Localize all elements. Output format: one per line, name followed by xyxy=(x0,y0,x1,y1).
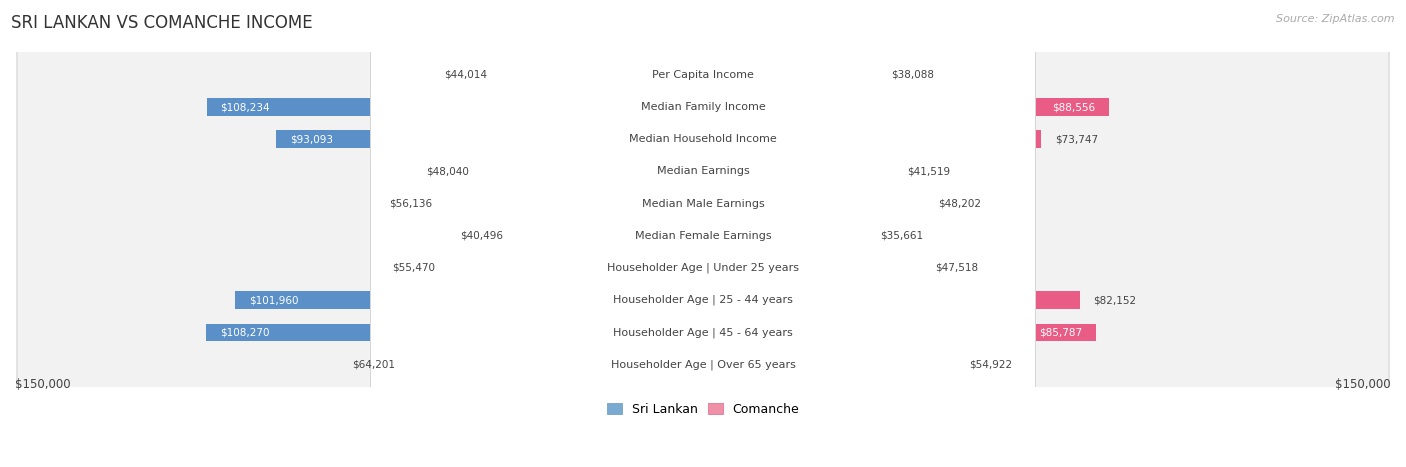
Text: Median Female Earnings: Median Female Earnings xyxy=(634,231,772,241)
FancyBboxPatch shape xyxy=(703,195,924,212)
FancyBboxPatch shape xyxy=(17,0,1389,467)
FancyBboxPatch shape xyxy=(703,259,921,277)
Text: Householder Age | 45 - 64 years: Householder Age | 45 - 64 years xyxy=(613,327,793,338)
Text: $48,202: $48,202 xyxy=(938,198,981,209)
FancyBboxPatch shape xyxy=(703,66,877,84)
FancyBboxPatch shape xyxy=(703,163,893,180)
Text: $40,496: $40,496 xyxy=(461,231,503,241)
FancyBboxPatch shape xyxy=(370,0,1036,467)
FancyBboxPatch shape xyxy=(703,324,1097,341)
FancyBboxPatch shape xyxy=(370,0,1036,467)
Text: $64,201: $64,201 xyxy=(352,360,395,369)
FancyBboxPatch shape xyxy=(370,0,1036,467)
FancyBboxPatch shape xyxy=(370,0,1036,467)
Text: $88,556: $88,556 xyxy=(1052,102,1095,112)
Text: Householder Age | 25 - 44 years: Householder Age | 25 - 44 years xyxy=(613,295,793,305)
Text: Median Male Earnings: Median Male Earnings xyxy=(641,198,765,209)
Text: $108,234: $108,234 xyxy=(221,102,270,112)
FancyBboxPatch shape xyxy=(17,0,1389,467)
FancyBboxPatch shape xyxy=(703,227,866,245)
Text: Per Capita Income: Per Capita Income xyxy=(652,70,754,80)
Text: $101,960: $101,960 xyxy=(249,295,298,305)
Text: Source: ZipAtlas.com: Source: ZipAtlas.com xyxy=(1277,14,1395,24)
FancyBboxPatch shape xyxy=(17,0,1389,467)
Text: $85,787: $85,787 xyxy=(1039,327,1083,337)
FancyBboxPatch shape xyxy=(207,98,703,116)
FancyBboxPatch shape xyxy=(703,356,955,374)
Text: $150,000: $150,000 xyxy=(1336,378,1391,391)
FancyBboxPatch shape xyxy=(370,0,1036,467)
FancyBboxPatch shape xyxy=(449,259,703,277)
Text: $54,922: $54,922 xyxy=(969,360,1012,369)
FancyBboxPatch shape xyxy=(370,0,1036,467)
Text: Householder Age | Under 25 years: Householder Age | Under 25 years xyxy=(607,263,799,273)
FancyBboxPatch shape xyxy=(409,356,703,374)
FancyBboxPatch shape xyxy=(370,0,1036,467)
Text: $35,661: $35,661 xyxy=(880,231,924,241)
Text: $56,136: $56,136 xyxy=(388,198,432,209)
Legend: Sri Lankan, Comanche: Sri Lankan, Comanche xyxy=(602,398,804,421)
Text: $108,270: $108,270 xyxy=(221,327,270,337)
FancyBboxPatch shape xyxy=(370,0,1036,467)
Text: Householder Age | Over 65 years: Householder Age | Over 65 years xyxy=(610,359,796,370)
Text: $44,014: $44,014 xyxy=(444,70,488,80)
FancyBboxPatch shape xyxy=(501,66,703,84)
FancyBboxPatch shape xyxy=(17,0,1389,467)
FancyBboxPatch shape xyxy=(446,195,703,212)
Text: $73,747: $73,747 xyxy=(1054,134,1098,144)
FancyBboxPatch shape xyxy=(370,0,1036,467)
FancyBboxPatch shape xyxy=(703,98,1109,116)
Text: Median Household Income: Median Household Income xyxy=(628,134,778,144)
Text: $47,518: $47,518 xyxy=(935,263,977,273)
FancyBboxPatch shape xyxy=(482,163,703,180)
Text: $93,093: $93,093 xyxy=(290,134,333,144)
Text: Median Earnings: Median Earnings xyxy=(657,166,749,177)
FancyBboxPatch shape xyxy=(276,130,703,148)
FancyBboxPatch shape xyxy=(17,0,1389,467)
FancyBboxPatch shape xyxy=(517,227,703,245)
Text: $55,470: $55,470 xyxy=(392,263,434,273)
Text: SRI LANKAN VS COMANCHE INCOME: SRI LANKAN VS COMANCHE INCOME xyxy=(11,14,314,32)
Text: $82,152: $82,152 xyxy=(1094,295,1136,305)
FancyBboxPatch shape xyxy=(703,291,1080,309)
FancyBboxPatch shape xyxy=(235,291,703,309)
Text: $38,088: $38,088 xyxy=(891,70,935,80)
FancyBboxPatch shape xyxy=(207,324,703,341)
Text: $41,519: $41,519 xyxy=(907,166,950,177)
Text: $48,040: $48,040 xyxy=(426,166,468,177)
FancyBboxPatch shape xyxy=(370,0,1036,467)
FancyBboxPatch shape xyxy=(17,0,1389,467)
FancyBboxPatch shape xyxy=(17,0,1389,467)
FancyBboxPatch shape xyxy=(17,0,1389,467)
Text: Median Family Income: Median Family Income xyxy=(641,102,765,112)
FancyBboxPatch shape xyxy=(17,0,1389,467)
FancyBboxPatch shape xyxy=(703,130,1042,148)
Text: $150,000: $150,000 xyxy=(15,378,70,391)
FancyBboxPatch shape xyxy=(17,0,1389,467)
